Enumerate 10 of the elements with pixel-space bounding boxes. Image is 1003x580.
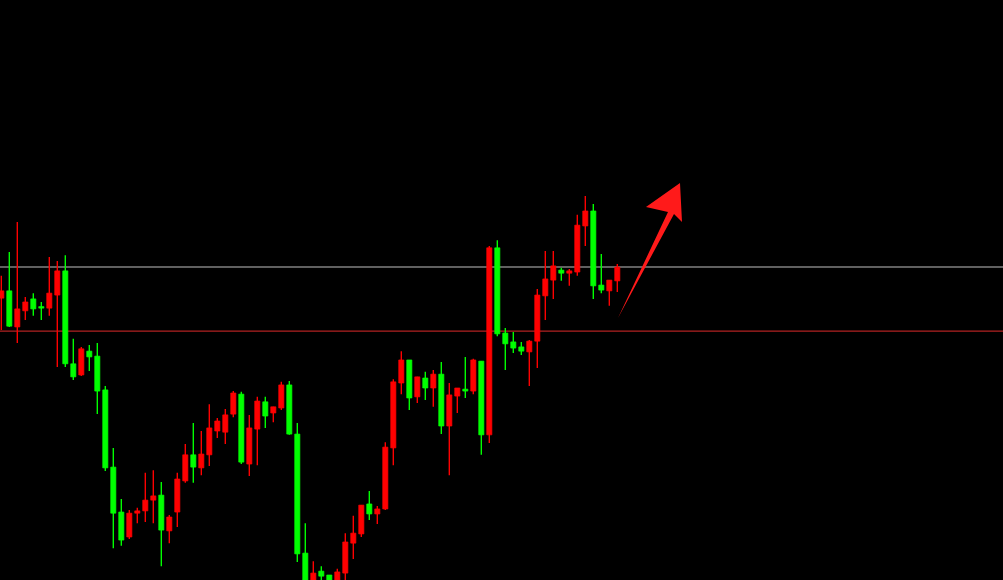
candlestick: [462, 356, 469, 399]
candlestick: [366, 490, 373, 521]
candlestick: [422, 371, 429, 401]
candlestick: [0, 275, 5, 331]
candlestick: [166, 514, 173, 544]
candlestick: [310, 560, 317, 580]
candlestick: [414, 376, 421, 404]
candlestick: [190, 422, 197, 484]
candlestick: [262, 396, 269, 429]
candlestick: [430, 369, 437, 408]
